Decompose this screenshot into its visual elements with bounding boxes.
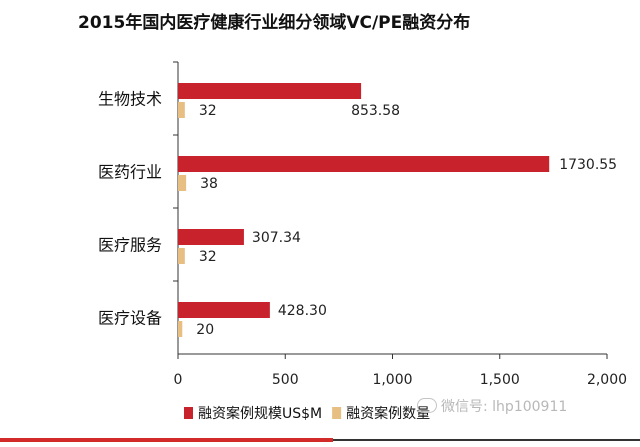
y-category-label: 医疗服务	[98, 236, 162, 255]
x-tick-label: 0	[174, 372, 183, 388]
x-tick-label: 2,000	[587, 372, 627, 388]
watermark: 微信号: lhp100911	[417, 396, 567, 416]
x-tick-label: 500	[272, 372, 299, 388]
bottom-accent-bar	[0, 438, 333, 442]
legend-swatch	[332, 407, 342, 419]
x-tick-label: 1,500	[480, 372, 520, 388]
chart-title: 2015年国内医疗健康行业细分领域VC/PE融资分布	[78, 13, 471, 33]
bar-count	[178, 321, 183, 337]
x-tick-label: 1,000	[372, 372, 412, 388]
bar-scale-value: 1730.55	[559, 157, 617, 173]
bar-count	[178, 248, 185, 264]
bar-count	[178, 102, 185, 118]
legend-label: 融资案例规模US$M	[198, 405, 322, 422]
bar-count-value: 38	[200, 176, 218, 192]
bar-scale-value: 428.30	[278, 303, 327, 319]
bar-scale	[178, 156, 550, 172]
bar-count-value: 32	[199, 103, 217, 119]
bar-scale	[178, 83, 362, 99]
bar-scale-value: 307.34	[252, 230, 301, 246]
bar-count	[178, 175, 187, 191]
legend-swatch	[184, 407, 193, 419]
bottom-rule	[333, 439, 640, 441]
bar-scale	[178, 229, 244, 245]
wechat-icon	[417, 398, 437, 413]
bar-count-value: 32	[199, 249, 217, 265]
watermark-text: 微信号: lhp100911	[441, 399, 568, 415]
bar-scale	[178, 302, 270, 318]
bar-count-value: 20	[196, 322, 214, 338]
y-category-label: 医药行业	[98, 163, 162, 182]
y-category-label: 医疗设备	[98, 309, 162, 328]
bar-scale-value: 853.58	[351, 103, 400, 119]
legend-label: 融资案例数量	[346, 405, 430, 422]
y-category-label: 生物技术	[98, 90, 162, 109]
